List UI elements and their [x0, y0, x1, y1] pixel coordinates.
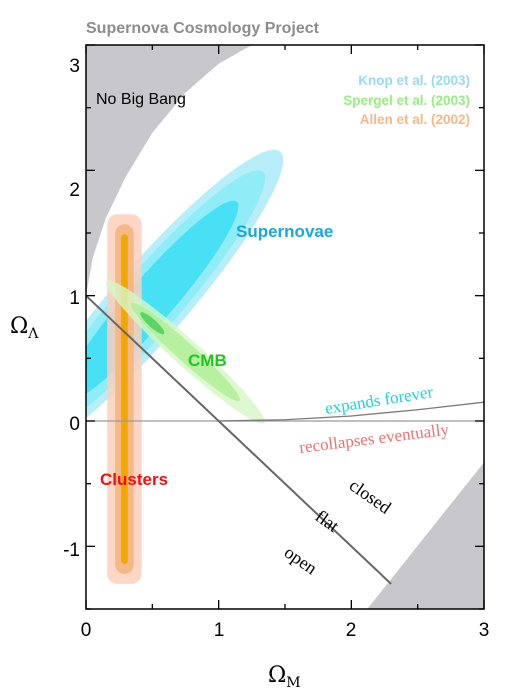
clusters-label: Clusters	[100, 470, 168, 489]
y-axis-label: ΩΛ	[10, 314, 39, 342]
legend-entry: Knop et al. (2003)	[358, 73, 470, 88]
tick-marks	[85, 44, 485, 610]
y-tick-label: -1	[63, 540, 80, 561]
x-axis-label: ΩM	[268, 663, 301, 691]
y-tick-label: 2	[69, 180, 80, 201]
legend-entry: Allen et al. (2002)	[360, 112, 470, 127]
supernovae-contours	[86, 149, 284, 455]
flat-universe-line	[86, 294, 392, 585]
y-tick-label: 3	[69, 56, 80, 77]
legend-entry: Spergel et al. (2003)	[343, 93, 470, 108]
open-label: open	[281, 542, 321, 578]
clusters-contour-1	[121, 234, 128, 564]
supernovae-contour-1	[86, 200, 239, 404]
x-tick-label: 1	[214, 620, 225, 641]
y-tick-label: 1	[69, 288, 80, 309]
lower-right-gray-region	[367, 462, 484, 609]
x-tick-label: 2	[346, 620, 357, 641]
cmb-contours	[106, 280, 265, 424]
expands-forever-label: expands forever	[324, 382, 435, 418]
closed-label: closed	[346, 475, 395, 518]
recollapses-label: recollapses eventually	[298, 420, 450, 457]
y-tick-label: 0	[69, 414, 80, 435]
x-tick-label: 3	[479, 620, 490, 641]
plot-area	[86, 45, 484, 609]
clusters-contours	[107, 214, 142, 584]
no-big-bang-region	[86, 45, 252, 296]
cmb-contour-1	[140, 312, 165, 335]
x-tick-label: 0	[81, 620, 92, 641]
flat-label: flat	[312, 506, 343, 536]
no-big-bang-label: No Big Bang	[96, 91, 186, 108]
cmb-label: CMB	[188, 351, 227, 370]
expands-recollapses-boundary	[218, 401, 484, 422]
chart-title: Supernova Cosmology Project	[86, 20, 320, 37]
supernovae-label: Supernovae	[236, 222, 333, 241]
